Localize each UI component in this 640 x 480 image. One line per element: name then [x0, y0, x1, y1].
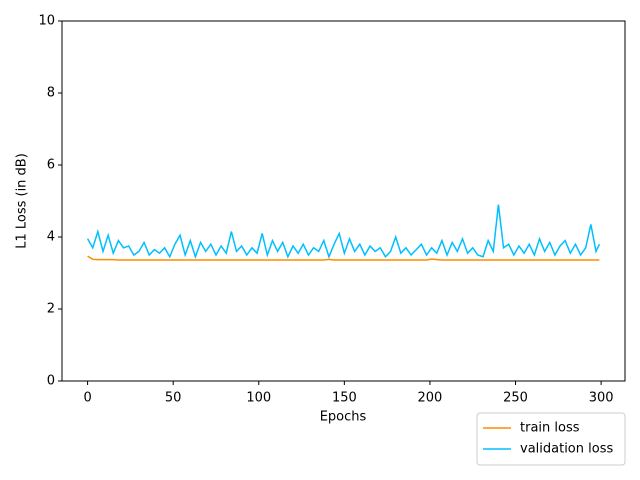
legend-label: validation loss [520, 442, 613, 457]
y-tick-label: 4 [47, 230, 55, 245]
y-tick-label: 10 [38, 14, 55, 29]
x-tick-label: 300 [589, 391, 614, 406]
x-tick-label: 50 [165, 391, 182, 406]
y-tick-label: 2 [47, 302, 55, 317]
x-tick-label: 250 [503, 391, 528, 406]
y-axis-label: L1 Loss (in dB) [15, 153, 30, 249]
series-line [87, 255, 600, 261]
legend-box [476, 412, 626, 466]
series-line [86, 204, 601, 260]
y-tick-label: 6 [47, 158, 55, 173]
plot-area [86, 204, 601, 261]
x-tick-label: 150 [332, 391, 357, 406]
y-tick-label: 8 [47, 86, 55, 101]
y-tick-label: 0 [47, 374, 55, 389]
axes-frame [61, 20, 626, 382]
x-axis-label: Epochs [320, 410, 367, 425]
x-tick-label: 100 [246, 391, 271, 406]
x-tick-label: 200 [418, 391, 443, 406]
x-tick-label: 0 [83, 391, 91, 406]
legend-label: train loss [520, 421, 580, 436]
